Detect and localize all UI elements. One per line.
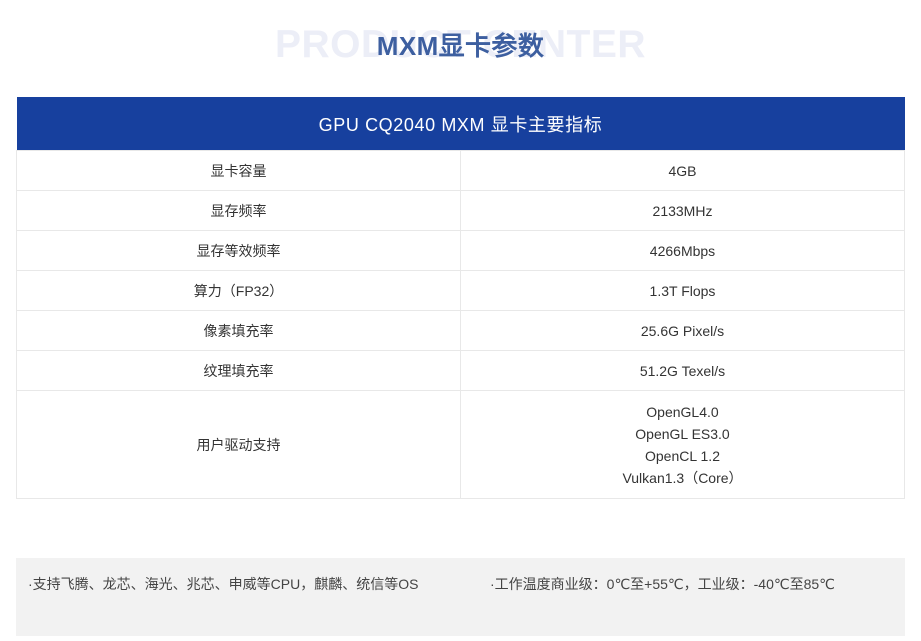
spec-table-container: GPU CQ2040 MXM 显卡主要指标 显卡容量 4GB 显存频率 2133… <box>16 97 905 499</box>
table-row: 像素填充率 25.6G Pixel/s <box>16 310 905 351</box>
watermark-text: PRODUCT CENTER <box>274 23 646 66</box>
row-label: 纹理填充率 <box>16 350 461 391</box>
note-item-cpu-os-support: ·支持飞腾、龙芯、海光、兆芯、申威等CPU，麒麟、统信等OS <box>28 576 419 592</box>
row-label: 像素填充率 <box>16 310 461 351</box>
notes-panel: ·支持飞腾、龙芯、海光、兆芯、申威等CPU，麒麟、统信等OS ·工作温度商业级：… <box>16 558 905 636</box>
row-value: 25.6G Pixel/s <box>460 310 905 351</box>
row-label: 算力（FP32） <box>16 270 461 311</box>
driver-item: Vulkan1.3（Core） <box>622 469 743 486</box>
spec-table: GPU CQ2040 MXM 显卡主要指标 显卡容量 4GB 显存频率 2133… <box>16 97 905 499</box>
spec-table-body: 显卡容量 4GB 显存频率 2133MHz 显存等效频率 4266Mbps 算力… <box>16 150 905 499</box>
page-title: MXM显卡参数 <box>376 31 545 62</box>
table-row-driver-support: 用户驱动支持 OpenGL4.0 OpenGL ES3.0 OpenCL 1.2… <box>16 390 905 499</box>
row-value: 4GB <box>460 150 905 191</box>
row-value: 2133MHz <box>460 190 905 231</box>
spec-table-title: GPU CQ2040 MXM 显卡主要指标 <box>16 97 905 151</box>
row-value: 51.2G Texel/s <box>460 350 905 391</box>
row-label: 显卡容量 <box>16 150 461 191</box>
row-label: 用户驱动支持 <box>16 390 461 499</box>
row-value: 1.3T Flops <box>460 270 905 311</box>
spec-table-header-row: GPU CQ2040 MXM 显卡主要指标 <box>16 97 905 151</box>
table-row: 纹理填充率 51.2G Texel/s <box>16 350 905 391</box>
row-label: 显存频率 <box>16 190 461 231</box>
table-row: 算力（FP32） 1.3T Flops <box>16 270 905 311</box>
row-value-driver-list: OpenGL4.0 OpenGL ES3.0 OpenCL 1.2 Vulkan… <box>460 390 905 499</box>
driver-item: OpenCL 1.2 <box>645 447 720 464</box>
table-row: 显卡容量 4GB <box>16 150 905 191</box>
row-value: 4266Mbps <box>460 230 905 271</box>
note-item-operating-temperature: ·工作温度商业级：0℃至+55℃，工业级：-40℃至85℃ <box>490 576 835 592</box>
row-label: 显存等效频率 <box>16 230 461 271</box>
driver-item: OpenGL4.0 <box>646 403 719 420</box>
driver-support-list: OpenGL4.0 OpenGL ES3.0 OpenCL 1.2 Vulkan… <box>469 401 896 489</box>
page-header: PRODUCT CENTER MXM显卡参数 <box>0 0 921 90</box>
driver-item: OpenGL ES3.0 <box>635 425 730 442</box>
table-row: 显存频率 2133MHz <box>16 190 905 231</box>
table-row: 显存等效频率 4266Mbps <box>16 230 905 271</box>
